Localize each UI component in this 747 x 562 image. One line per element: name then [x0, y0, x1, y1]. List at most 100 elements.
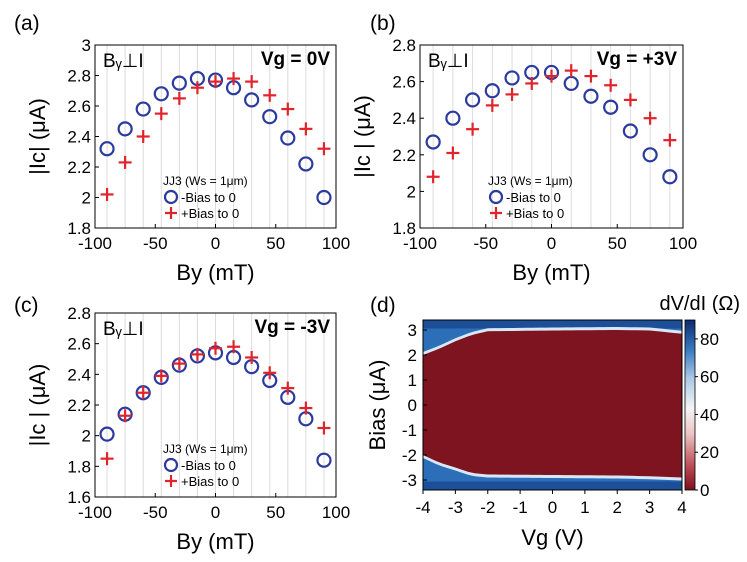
data-point-plus-bias [525, 76, 539, 90]
data-point-plus-bias [317, 421, 331, 435]
x-tick-label: -100 [78, 503, 112, 522]
data-point-plus-bias [505, 87, 519, 101]
y-tick-label: -2 [402, 446, 417, 465]
y-tick-label: 2.6 [67, 97, 91, 116]
data-point-minus-bias [117, 121, 133, 137]
x-tick-label: 50 [266, 234, 285, 253]
data-point-minus-bias [583, 88, 599, 104]
x-tick-label: -100 [78, 234, 112, 253]
heatmap-superconducting-region [423, 330, 682, 478]
data-point-minus-bias [153, 86, 169, 102]
legend-entry: -Bias to 0 [181, 190, 236, 205]
x-axis-label: By (mT) [176, 529, 254, 554]
x-tick-label: -50 [143, 234, 168, 253]
y-tick-label: -1 [402, 421, 417, 440]
data-point-plus-bias [426, 170, 440, 184]
data-point-plus-bias [154, 369, 168, 383]
colorbar [684, 319, 696, 491]
y-tick-label: 2 [407, 182, 416, 201]
legend-entry: +Bias to 0 [506, 206, 564, 221]
heatmap-normal-top [423, 320, 682, 329]
x-axis-label: By (mT) [512, 260, 590, 285]
legend-entry: -Bias to 0 [506, 190, 561, 205]
y-tick-label: 2.2 [67, 158, 91, 177]
y-tick-label: 1 [408, 371, 417, 390]
data-point-plus-bias [190, 81, 204, 95]
panel-1: 1.8 2 2.2 2.4 2.6 2.8 -100 -50 0 50 100 (b) Bᵧ⊥I Vg =… [350, 12, 697, 285]
data-point-plus-bias [663, 133, 677, 147]
data-point-minus-bias [298, 156, 314, 172]
y-axis-label: |Ic | (μA) [25, 364, 50, 447]
y-tick-label: 2.8 [392, 36, 416, 55]
x-axis-label: By (mT) [176, 260, 254, 285]
legend-marker-plus [490, 207, 502, 219]
y-tick-label: 2.6 [67, 335, 91, 354]
orientation-annotation: Bᵧ⊥I [103, 51, 144, 72]
data-point-minus-bias [244, 92, 260, 108]
colorbar-tick-label: 80 [700, 330, 719, 349]
y-tick-label: 2.8 [67, 67, 91, 86]
data-point-plus-bias [263, 366, 277, 380]
x-tick-label: -2 [480, 498, 495, 517]
legend-entry: +Bias to 0 [181, 474, 239, 489]
data-point-plus-bias [190, 347, 204, 361]
x-tick-label: 0 [547, 234, 556, 253]
x-tick-label: 1 [580, 498, 589, 517]
data-point-minus-bias [484, 83, 500, 99]
data-point-minus-bias [316, 189, 332, 206]
data-point-plus-bias [643, 111, 657, 125]
x-tick-label: 0 [211, 234, 220, 253]
x-tick-label: 3 [645, 498, 654, 517]
x-tick-label: -50 [143, 503, 168, 522]
y-tick-label: 2 [82, 427, 91, 446]
panel-label: (a) [14, 12, 40, 35]
panel-3: -3 -2 -1 0 1 2 3 -4 -3 -2 -1 0 1 2 3 4 (d) Vg (V) Bias (μA… [365, 293, 740, 550]
x-tick-label: 50 [266, 503, 285, 522]
gate-voltage-label: Vg = +3V [597, 49, 678, 70]
y-tick-label: 2.4 [67, 365, 91, 384]
legend-entry: +Bias to 0 [181, 206, 239, 221]
x-tick-label: 100 [322, 234, 350, 253]
data-point-plus-bias [172, 91, 186, 105]
legend-title: JJ3 (Ws = 1μm) [488, 174, 573, 188]
y-tick-label: 2 [408, 346, 417, 365]
legend-title: JJ3 (Ws = 1μm) [163, 442, 248, 456]
y-tick-label: 2.8 [67, 304, 91, 323]
orientation-annotation: Bᵧ⊥I [428, 51, 469, 72]
colorbar-label: dV/dI (Ω) [659, 293, 740, 315]
data-point-plus-bias [446, 146, 460, 160]
data-point-plus-bias [227, 340, 241, 354]
data-point-minus-bias [316, 452, 332, 468]
data-point-plus-bias [154, 107, 168, 121]
y-tick-label: 2.4 [392, 109, 416, 128]
x-axis-label: Vg (V) [521, 525, 583, 550]
x-tick-label: 100 [669, 234, 697, 253]
x-tick-label: -1 [513, 498, 528, 517]
x-tick-label: -50 [473, 234, 498, 253]
data-point-plus-bias [466, 122, 480, 136]
colorbar-tick-label: 40 [700, 405, 719, 424]
data-point-plus-bias [281, 102, 295, 116]
data-point-plus-bias [299, 122, 313, 136]
legend-marker-plus [165, 475, 177, 487]
heatmap-normal-bottom [423, 481, 682, 490]
data-point-plus-bias [485, 98, 499, 112]
data-point-plus-bias [209, 75, 222, 89]
data-point-plus-bias [584, 69, 598, 83]
data-point-plus-bias [299, 401, 313, 415]
data-point-minus-bias [135, 101, 151, 117]
data-point-minus-bias [642, 147, 658, 163]
legend-marker-circle [163, 457, 179, 473]
y-tick-label: 1.8 [392, 219, 416, 238]
y-tick-label: 2 [82, 189, 91, 208]
x-tick-label: 2 [613, 498, 622, 517]
data-point-plus-bias [245, 350, 259, 364]
data-point-plus-bias [263, 88, 277, 102]
data-point-plus-bias [136, 130, 150, 143]
data-point-minus-bias [622, 123, 639, 139]
y-tick-label: 3 [82, 36, 91, 55]
y-tick-label: 2.2 [392, 146, 416, 165]
data-point-plus-bias [136, 386, 150, 400]
x-tick-label: 100 [322, 503, 350, 522]
